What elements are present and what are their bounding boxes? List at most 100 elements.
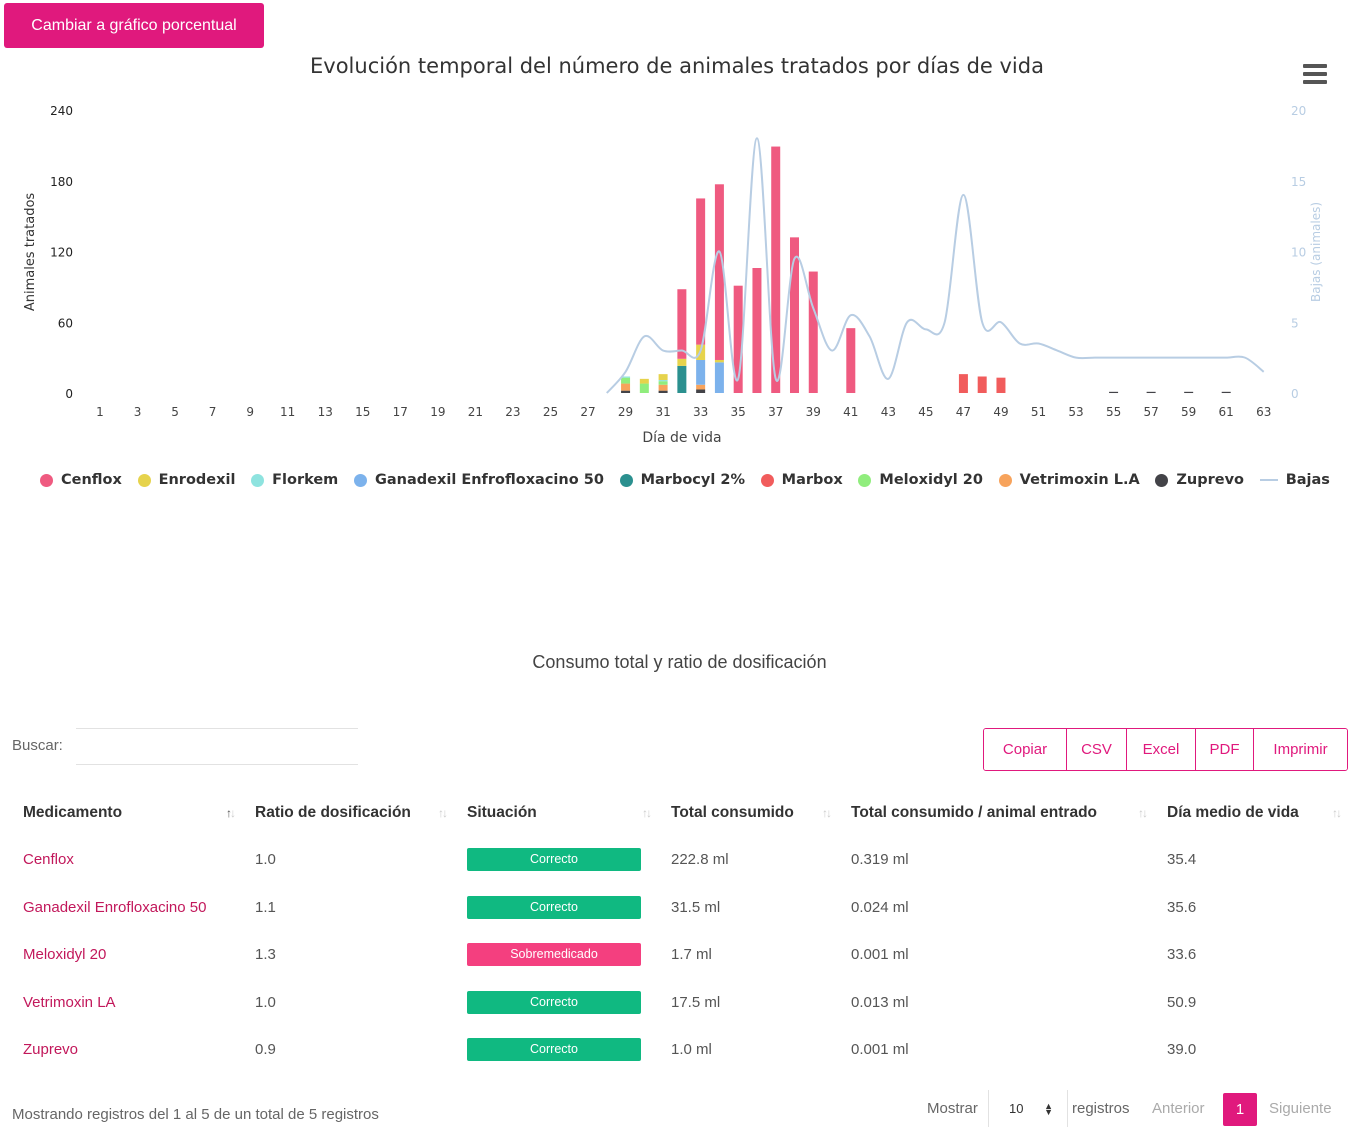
medicamento-link[interactable]: Meloxidyl 20 — [23, 946, 107, 964]
bar-zuprevo-day-61[interactable] — [1221, 391, 1231, 394]
show-label: Mostrar — [927, 1100, 978, 1117]
bar-cenflox-day-38[interactable] — [789, 237, 799, 393]
medicamento-link[interactable]: Zuprevo — [23, 1041, 79, 1059]
legend-item-ganadexil-enfrofloxacino-50[interactable]: Ganadexil Enfrofloxacino 50 — [353, 472, 604, 488]
legend-item-florkem[interactable]: Florkem — [251, 472, 338, 488]
bar-ganadexil-enfrofloxacino-50-day-33[interactable] — [696, 359, 706, 385]
pagination-next[interactable]: Siguiente — [1269, 1100, 1332, 1117]
bar-enrodexil-day-34[interactable] — [714, 359, 724, 363]
bar-cenflox-day-33[interactable] — [696, 198, 706, 345]
legend-dot-marker — [353, 473, 367, 487]
bar-cenflox-day-32[interactable] — [677, 289, 687, 359]
column-header-situacion[interactable]: Situación ↑↓ — [467, 804, 652, 821]
y-tick-label: 120 — [50, 246, 73, 260]
bar-vetrimoxin-l-a-day-33[interactable] — [696, 384, 706, 390]
legend-item-vetrimoxin-l-a[interactable]: Vetrimoxin L.A — [998, 472, 1140, 488]
column-header-total[interactable]: Total consumido ↑↓ — [671, 804, 832, 821]
pagination-page-1[interactable]: 1 — [1223, 1093, 1257, 1126]
records-label: registros — [1072, 1100, 1130, 1117]
legend-label: Ganadexil Enfrofloxacino 50 — [374, 472, 604, 488]
medicamento-link[interactable]: Vetrimoxin LA — [23, 993, 116, 1011]
bar-cenflox-day-41[interactable] — [846, 328, 856, 393]
page-length-select[interactable]: 10 ▲ ▼ — [988, 1090, 1068, 1127]
legend-item-bajas[interactable]: Bajas — [1259, 472, 1330, 488]
toggle-percentage-chart-button[interactable]: Cambiar a gráfico porcentual — [4, 3, 264, 48]
legend-dot-marker — [1155, 473, 1169, 487]
bar-vetrimoxin-l-a-day-29[interactable] — [621, 383, 631, 391]
chart-menu-icon[interactable] — [1303, 64, 1327, 84]
bar-enrodexil-day-32[interactable] — [677, 358, 687, 366]
bar-marbox-day-49[interactable] — [996, 377, 1006, 393]
legend-item-marbocyl-2-[interactable]: Marbocyl 2% — [619, 472, 745, 488]
bar-zuprevo-day-59[interactable] — [1184, 391, 1194, 394]
bar-florkem-day-29[interactable] — [621, 376, 631, 378]
ratio-cell: 1.3 — [255, 946, 276, 964]
legend-item-cenflox[interactable]: Cenflox — [40, 472, 122, 488]
consumption-table: Medicamento ↑↓ Ratio de dosificación ↑↓ Si… — [10, 790, 1348, 1074]
medicamento-link[interactable]: Cenflox — [23, 851, 74, 869]
legend-item-meloxidyl-20[interactable]: Meloxidyl 20 — [858, 472, 983, 488]
column-header-medicamento[interactable]: Medicamento ↑↓ — [23, 804, 236, 821]
ratio-cell: 0.9 — [255, 1041, 276, 1059]
x-tick-label: 43 — [881, 405, 896, 419]
bar-ganadexil-enfrofloxacino-50-day-34[interactable] — [714, 362, 724, 393]
bar-zuprevo-day-29[interactable] — [621, 390, 631, 393]
table-title: Consumo total y ratio de dosificación — [532, 652, 827, 672]
x-tick-label: 13 — [318, 405, 333, 419]
ratio-cell: 1.1 — [255, 898, 276, 916]
print-button[interactable]: Imprimir — [1253, 729, 1347, 770]
dia-medio-cell: 39.0 — [1167, 1041, 1197, 1059]
bar-cenflox-day-39[interactable] — [808, 271, 818, 393]
search-input[interactable] — [76, 728, 358, 765]
legend-line-marker — [1259, 479, 1278, 481]
bar-florkem-day-31[interactable] — [658, 380, 668, 382]
csv-button[interactable]: CSV — [1066, 729, 1126, 770]
bar-zuprevo-day-31[interactable] — [658, 390, 668, 393]
y-tick-label: 240 — [50, 104, 73, 118]
table-row: Meloxidyl 20 1.3 Sobremedicado 1.7 ml 0.001 … — [10, 931, 1348, 979]
legend-item-zuprevo[interactable]: Zuprevo — [1155, 472, 1244, 488]
legend-label: Marbox — [781, 472, 843, 488]
y2-tick-label: 10 — [1291, 246, 1306, 260]
bar-vetrimoxin-l-a-day-31[interactable] — [658, 384, 668, 391]
bar-cenflox-day-34[interactable] — [714, 184, 724, 360]
bar-marbox-day-48[interactable] — [977, 376, 987, 393]
legend-item-marbox[interactable]: Marbox — [760, 472, 843, 488]
bar-cenflox-day-35[interactable] — [733, 285, 743, 393]
legend-label: Enrodexil — [158, 472, 236, 488]
bar-meloxidyl-20-day-30[interactable] — [639, 383, 649, 393]
column-header-ratio[interactable]: Ratio de dosificación ↑↓ — [255, 804, 448, 821]
copy-button[interactable]: Copiar — [984, 729, 1066, 770]
x-tick-label: 29 — [618, 405, 633, 419]
status-badge: Correcto — [467, 1038, 641, 1062]
bar-cenflox-day-37[interactable] — [771, 146, 781, 393]
y2-tick-label: 5 — [1291, 316, 1299, 330]
bar-meloxidyl-20-day-31[interactable] — [658, 381, 668, 385]
total-cell: 17.5 ml — [671, 993, 721, 1011]
x-tick-label: 31 — [655, 405, 670, 419]
bar-zuprevo-day-57[interactable] — [1146, 391, 1156, 394]
bar-zuprevo-day-55[interactable] — [1109, 391, 1119, 394]
column-header-total-per-animal[interactable]: Total consumido / animal entrado ↑↓ — [851, 804, 1148, 821]
bar-zuprevo-day-33[interactable] — [696, 389, 706, 393]
legend-item-enrodexil[interactable]: Enrodexil — [137, 472, 236, 488]
bar-cenflox-day-36[interactable] — [752, 268, 762, 393]
bar-enrodexil-day-30[interactable] — [639, 378, 649, 384]
pagination-previous[interactable]: Anterior — [1152, 1100, 1205, 1117]
excel-button[interactable]: Excel — [1126, 729, 1195, 770]
status-badge: Correcto — [467, 990, 641, 1014]
legend-label: Cenflox — [61, 472, 122, 488]
y-tick-label: 180 — [50, 175, 73, 189]
chart-title: Evolución temporal del número de animale… — [310, 54, 1044, 78]
medicamento-link[interactable]: Ganadexil Enrofloxacino 50 — [23, 898, 207, 916]
bar-meloxidyl-20-day-29[interactable] — [621, 377, 631, 384]
pdf-button[interactable]: PDF — [1195, 729, 1253, 770]
x-tick-label: 63 — [1256, 405, 1271, 419]
x-tick-label: 33 — [693, 405, 708, 419]
secondary-y-axis-label: Bajas (animales) — [1309, 202, 1323, 302]
bar-enrodexil-day-31[interactable] — [658, 374, 668, 381]
column-header-dia-medio[interactable]: Día medio de vida ↑↓ — [1167, 804, 1342, 821]
bar-marbocyl-2--day-32[interactable] — [677, 365, 687, 393]
bajas-line[interactable] — [606, 137, 1265, 394]
bar-marbox-day-47[interactable] — [958, 374, 968, 393]
